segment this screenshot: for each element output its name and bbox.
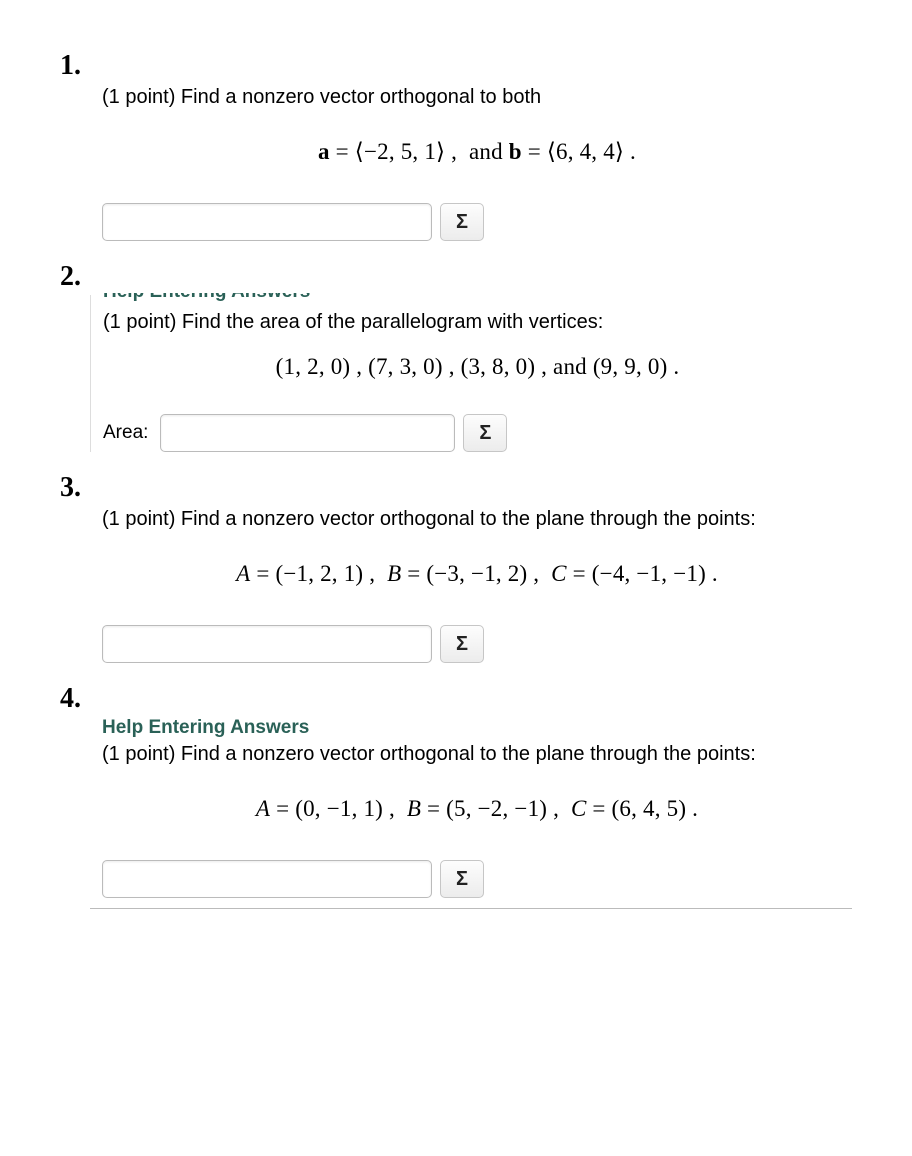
problem-prompt: (1 point) Find the area of the parallelo… bbox=[103, 311, 852, 334]
problem-body: (1 point) Find a nonzero vector orthogon… bbox=[90, 86, 852, 241]
problem-4: 4. Help Entering Answers (1 point) Find … bbox=[60, 683, 852, 909]
answer-row: Area: Σ bbox=[103, 414, 852, 452]
answer-input[interactable] bbox=[160, 414, 455, 452]
answer-input[interactable] bbox=[102, 203, 432, 241]
problem-number: 4. bbox=[60, 683, 852, 715]
problem-prompt: (1 point) Find a nonzero vector orthogon… bbox=[102, 86, 852, 109]
problem-2: 2. Help Entering Answers (1 point) Find … bbox=[60, 261, 852, 452]
problem-number: 1. bbox=[60, 50, 852, 82]
equation-editor-button[interactable]: Σ bbox=[440, 860, 484, 898]
answer-row: Σ bbox=[102, 203, 852, 241]
problem-number: 3. bbox=[60, 472, 852, 504]
problem-3: 3. (1 point) Find a nonzero vector ortho… bbox=[60, 472, 852, 663]
help-link[interactable]: Help Entering Answers bbox=[102, 717, 852, 739]
answer-input[interactable] bbox=[102, 625, 432, 663]
divider bbox=[90, 908, 852, 909]
help-link-cropped: Help Entering Answers bbox=[103, 293, 852, 305]
problem-prompt: (1 point) Find a nonzero vector orthogon… bbox=[102, 508, 852, 531]
equation-editor-button[interactable]: Σ bbox=[463, 414, 507, 452]
problem-equation: A = (0, −1, 1) , B = (5, −2, −1) , C = (… bbox=[102, 796, 852, 822]
area-label: Area: bbox=[103, 422, 148, 444]
problem-number: 2. bbox=[60, 261, 852, 293]
problem-body: Help Entering Answers (1 point) Find the… bbox=[90, 295, 852, 452]
answer-row: Σ bbox=[102, 625, 852, 663]
equation-editor-button[interactable]: Σ bbox=[440, 203, 484, 241]
problem-equation: (1, 2, 0) , (7, 3, 0) , (3, 8, 0) , and … bbox=[103, 354, 852, 380]
answer-input[interactable] bbox=[102, 860, 432, 898]
problem-equation: A = (−1, 2, 1) , B = (−3, −1, 2) , C = (… bbox=[102, 561, 852, 587]
problem-1: 1. (1 point) Find a nonzero vector ortho… bbox=[60, 50, 852, 241]
problem-prompt: (1 point) Find a nonzero vector orthogon… bbox=[102, 743, 852, 766]
problem-body: Help Entering Answers (1 point) Find a n… bbox=[90, 717, 852, 898]
answer-row: Σ bbox=[102, 860, 852, 898]
problem-body: (1 point) Find a nonzero vector orthogon… bbox=[90, 508, 852, 663]
problem-equation: a = ⟨−2, 5, 1⟩ , and b = ⟨6, 4, 4⟩ . bbox=[102, 139, 852, 165]
equation-editor-button[interactable]: Σ bbox=[440, 625, 484, 663]
